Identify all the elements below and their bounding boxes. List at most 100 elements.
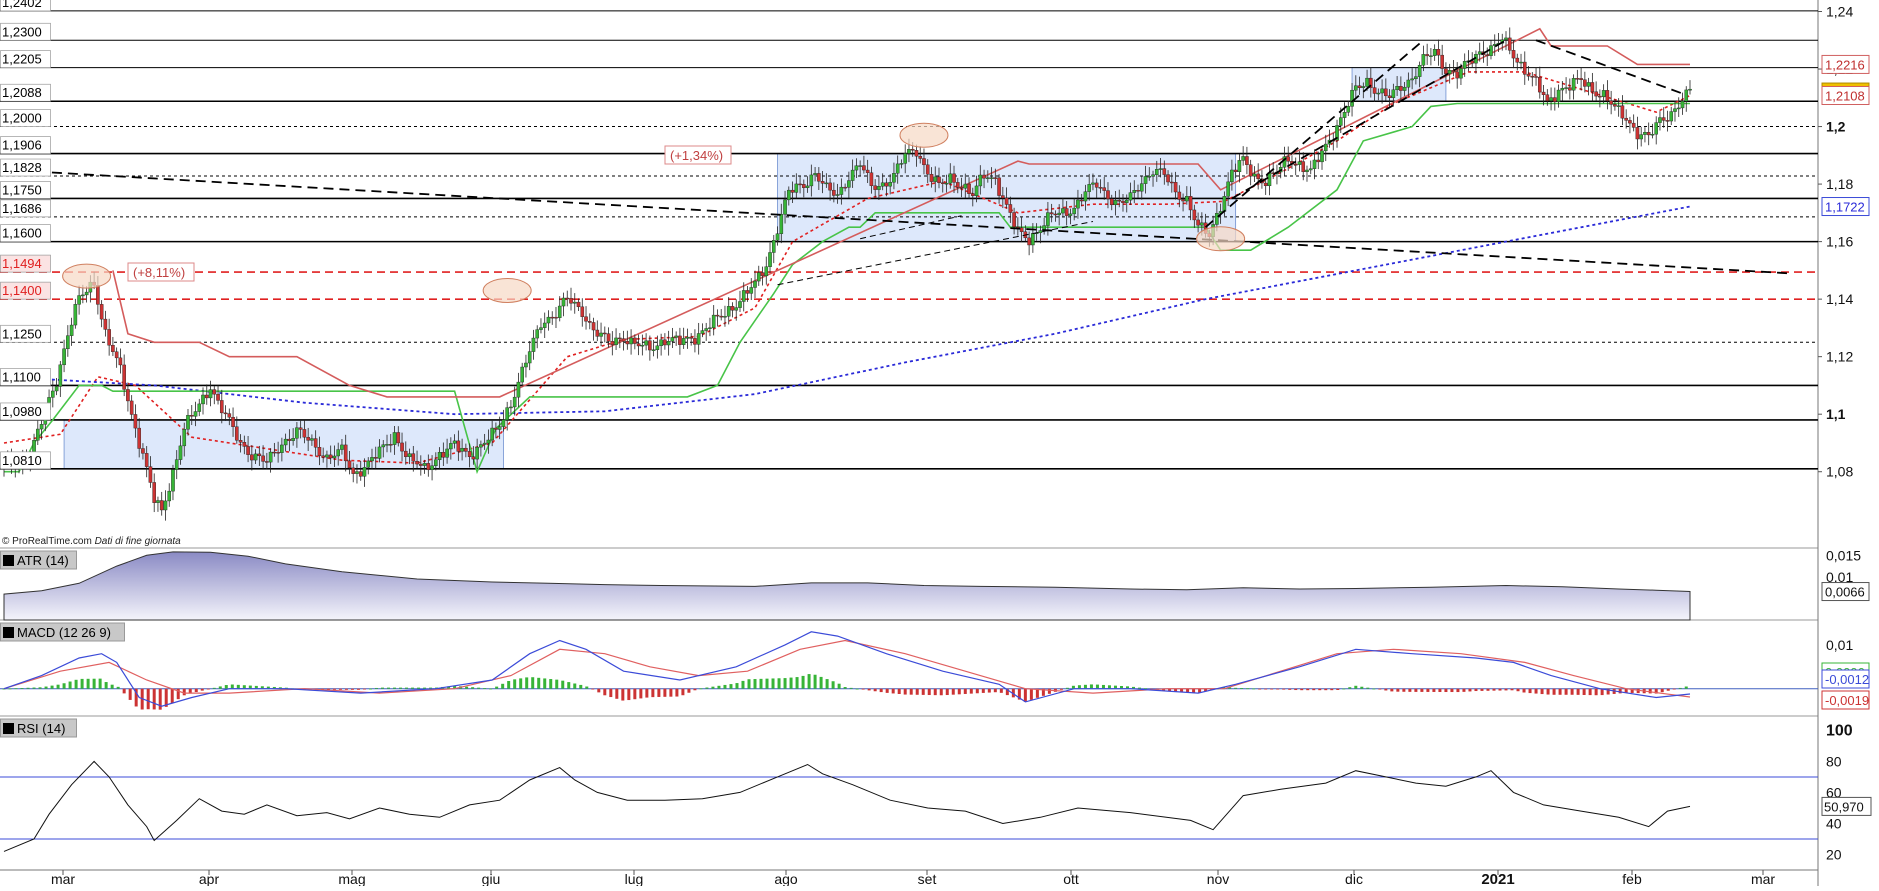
candle-body bbox=[1301, 161, 1306, 173]
macd-histogram-bar bbox=[8, 688, 12, 690]
macd-histogram-bar bbox=[1246, 688, 1250, 690]
candle-body bbox=[174, 459, 179, 470]
candle-body bbox=[1455, 71, 1459, 79]
candle-body bbox=[58, 364, 63, 387]
candle-body bbox=[193, 411, 198, 417]
macd-histogram-bar bbox=[951, 688, 955, 695]
macd-histogram-bar bbox=[164, 688, 168, 707]
macd-histogram-bar bbox=[555, 679, 559, 689]
time-tick-label: giu bbox=[482, 871, 501, 886]
candle-body bbox=[332, 455, 337, 459]
candle-body bbox=[745, 290, 750, 294]
candle-body bbox=[1222, 196, 1227, 212]
level-label-box bbox=[0, 402, 51, 421]
level-label-box bbox=[0, 22, 51, 41]
macd-histogram-bar bbox=[495, 686, 499, 689]
candle-body bbox=[321, 455, 325, 458]
candle-body bbox=[986, 177, 990, 179]
candle-body bbox=[610, 341, 615, 345]
macd-histogram-bar bbox=[1132, 686, 1136, 689]
candle-body bbox=[152, 482, 157, 503]
time-tick-label: feb bbox=[1622, 871, 1642, 886]
candle-body bbox=[554, 316, 558, 319]
time-tick-label: mar bbox=[51, 871, 75, 886]
price-tick-label: 1,14 bbox=[1826, 291, 1853, 307]
candle-body bbox=[531, 337, 536, 352]
candle-body bbox=[242, 442, 247, 447]
time-tick-label: mar bbox=[1751, 871, 1775, 886]
macd-histogram-bar bbox=[278, 687, 282, 689]
candle-body bbox=[940, 182, 945, 184]
candle-body bbox=[1485, 54, 1490, 57]
pane-title-swatch bbox=[3, 555, 14, 566]
macd-tick-label: 0,01 bbox=[1826, 637, 1853, 653]
macd-histogram-bar bbox=[1270, 688, 1274, 690]
candle-body bbox=[771, 240, 776, 253]
candle-body bbox=[708, 327, 712, 329]
candle-body bbox=[899, 163, 904, 165]
rsi-tick-label: 60 bbox=[1826, 784, 1842, 800]
level-label: 1,1828 bbox=[2, 160, 42, 175]
macd-histogram-bar bbox=[248, 685, 252, 689]
candle-body bbox=[99, 304, 104, 320]
candle-body bbox=[1068, 213, 1073, 216]
candle-body bbox=[1151, 174, 1155, 177]
candle-body bbox=[1605, 90, 1610, 101]
macd-histogram-bar bbox=[771, 678, 775, 689]
candle-body bbox=[373, 457, 378, 459]
macd-histogram-bar bbox=[477, 687, 481, 689]
candle-body bbox=[828, 182, 832, 191]
candle-body bbox=[1583, 79, 1587, 87]
macd-histogram-bar bbox=[393, 687, 397, 689]
candle-body bbox=[685, 336, 690, 339]
macd-histogram-bar bbox=[687, 688, 691, 693]
macd-histogram-bar bbox=[146, 688, 150, 710]
candle-body bbox=[1335, 125, 1339, 141]
pivot-ellipse bbox=[62, 263, 112, 289]
candle-body bbox=[723, 316, 727, 318]
candle-body bbox=[69, 324, 74, 336]
trend-line bbox=[777, 220, 1094, 286]
macd-histogram-bar bbox=[399, 687, 403, 689]
macd-histogram-bar bbox=[1420, 688, 1424, 692]
macd-histogram-bar bbox=[1354, 685, 1358, 689]
candle-body bbox=[1417, 64, 1422, 77]
macd-histogram-bar bbox=[1678, 687, 1682, 689]
macd-histogram-bar bbox=[987, 688, 991, 693]
candle-body bbox=[1598, 95, 1602, 98]
candle-body bbox=[1380, 88, 1384, 94]
candle-body bbox=[591, 322, 596, 331]
candle-body bbox=[77, 295, 81, 305]
level-label: 1,1686 bbox=[2, 201, 42, 216]
candle-body bbox=[802, 184, 806, 188]
candle-body bbox=[51, 390, 55, 398]
candle-body bbox=[760, 272, 765, 277]
macd-histogram-bar bbox=[56, 684, 60, 689]
macd-histogram-bar bbox=[807, 674, 811, 689]
candle-body bbox=[1008, 204, 1013, 213]
macd-histogram-bar bbox=[705, 687, 709, 689]
candle-body bbox=[486, 439, 491, 444]
candle-body bbox=[129, 400, 134, 415]
candle-body bbox=[1444, 68, 1448, 74]
macd-histogram-bar bbox=[1125, 686, 1129, 689]
candle-body bbox=[287, 438, 292, 441]
level-label: 1,1750 bbox=[2, 182, 42, 197]
candle-body bbox=[606, 333, 611, 342]
macd-histogram-bar bbox=[1654, 688, 1658, 694]
candle-body bbox=[907, 149, 911, 154]
candle-body bbox=[1646, 132, 1651, 136]
macd-histogram-bar bbox=[855, 688, 859, 690]
candle-body bbox=[1293, 164, 1298, 166]
candle-body bbox=[1399, 86, 1403, 91]
candle-body bbox=[1549, 97, 1553, 101]
macd-histogram-bar bbox=[1330, 688, 1334, 691]
macd-histogram-bar bbox=[717, 685, 721, 689]
macd-histogram-bar bbox=[1438, 688, 1442, 692]
macd-histogram-bar bbox=[813, 674, 817, 689]
candle-body bbox=[1406, 79, 1411, 88]
macd-histogram-bar bbox=[212, 687, 216, 689]
value-badge-label: 1,1722 bbox=[1825, 200, 1865, 215]
macd-histogram-bar bbox=[453, 685, 457, 689]
